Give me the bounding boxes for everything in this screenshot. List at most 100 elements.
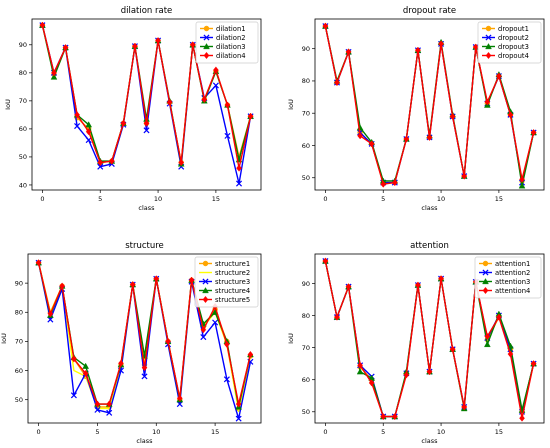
y-tick-label: 90 [302,45,310,53]
legend-box [194,256,259,308]
data-point [356,368,364,375]
legend-box [195,21,259,64]
legend-entry: structure2 [215,269,250,277]
legend-entry: dropout2 [498,34,529,42]
data-point [70,392,77,399]
data-point [50,73,58,80]
data-point [224,132,231,139]
legend-entry: attention2 [495,269,530,277]
chart-title: attention [410,241,449,251]
data-point [322,22,329,30]
y-tick-label: 60 [15,367,23,375]
legend-marker [482,286,489,295]
data-point [224,101,231,109]
y-tick-label: 60 [19,125,27,133]
data-point [403,135,410,143]
chart-panel-2: structure 0 5 10 15 50 60 70 80 90 class IoU structu… [0,241,262,445]
y-tick-label: 80 [302,77,310,85]
data-point [82,369,89,377]
x-tick-label: 0 [323,195,327,203]
data-point [236,180,243,187]
data-point [165,337,171,345]
data-point [201,95,208,103]
data-point [189,41,196,49]
chart-panel-1: dropout rate 0 5 10 15 50 60 70 80 90 class IoU drop… [287,6,545,212]
x-axis-label: class [138,204,155,212]
data-point [345,48,352,56]
legend-entry: dilation2 [216,34,246,42]
data-point [461,403,468,411]
data-point [129,281,136,289]
data-point [461,172,468,180]
data-point [518,182,526,189]
legend-entry: dropout3 [498,43,529,51]
x-axis-label: class [421,204,438,212]
data-point [403,371,410,379]
y-tick-label: 70 [302,344,310,352]
data-point [155,37,161,45]
x-tick-label: 0 [40,195,44,203]
data-point [62,44,69,52]
data-point [357,361,363,369]
y-tick-label: 40 [19,181,27,189]
legend-box [477,21,542,64]
y-tick-label: 50 [15,396,23,404]
data-point [519,414,525,422]
y-tick-label: 90 [15,279,23,287]
legend-marker [202,278,209,285]
data-point [235,400,242,408]
data-point [438,40,444,48]
data-point [141,364,148,372]
data-point [106,400,113,408]
data-point [496,313,502,321]
data-point [223,376,230,383]
data-point [519,175,525,183]
data-point [391,179,398,187]
y-tick-label: 90 [302,280,310,288]
data-point [178,159,185,167]
legend: structure1structure2structure3structure4… [194,256,259,308]
legend-marker [482,260,489,267]
data-point [368,379,375,387]
y-tick-label: 90 [19,41,27,49]
data-point [51,69,57,77]
data-point [106,409,113,416]
data-point [426,133,433,141]
data-point [132,42,138,50]
x-axis-label: class [421,437,438,445]
data-point [188,276,195,284]
data-point [47,316,54,323]
data-point [496,72,502,80]
legend-entry: dilation3 [216,43,246,51]
legend-marker [485,51,492,60]
data-point [507,350,514,358]
legend-marker [203,43,210,50]
legend-entry: structure4 [215,287,250,295]
data-point [449,345,456,353]
data-point [322,257,329,265]
data-point [213,66,219,74]
data-point [415,281,421,289]
y-tick-label: 50 [19,153,27,161]
chart-title: dropout rate [403,6,456,16]
data-point [143,119,150,127]
x-tick-label: 0 [37,428,41,436]
data-point [449,112,456,120]
data-point [82,362,90,369]
y-tick-label: 60 [302,376,310,384]
data-point [85,128,92,136]
x-tick-label: 5 [381,195,385,203]
legend-marker [202,295,209,304]
data-point [200,326,207,334]
data-point [97,159,104,167]
data-point [345,283,352,291]
data-point [74,123,81,130]
legend-marker [202,260,209,267]
data-point [94,406,101,413]
data-point [483,341,491,348]
data-point [391,413,398,421]
chart-title: dilation rate [121,6,173,16]
